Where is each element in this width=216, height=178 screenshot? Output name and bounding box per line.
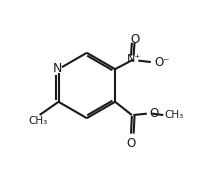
- Text: N: N: [52, 62, 62, 75]
- Text: O⁻: O⁻: [154, 56, 170, 69]
- Text: O: O: [126, 137, 136, 150]
- Text: CH₃: CH₃: [164, 110, 183, 120]
- Text: O: O: [130, 33, 139, 46]
- Text: CH₃: CH₃: [29, 116, 48, 126]
- Text: O: O: [149, 107, 159, 120]
- Text: N⁺: N⁺: [127, 54, 141, 64]
